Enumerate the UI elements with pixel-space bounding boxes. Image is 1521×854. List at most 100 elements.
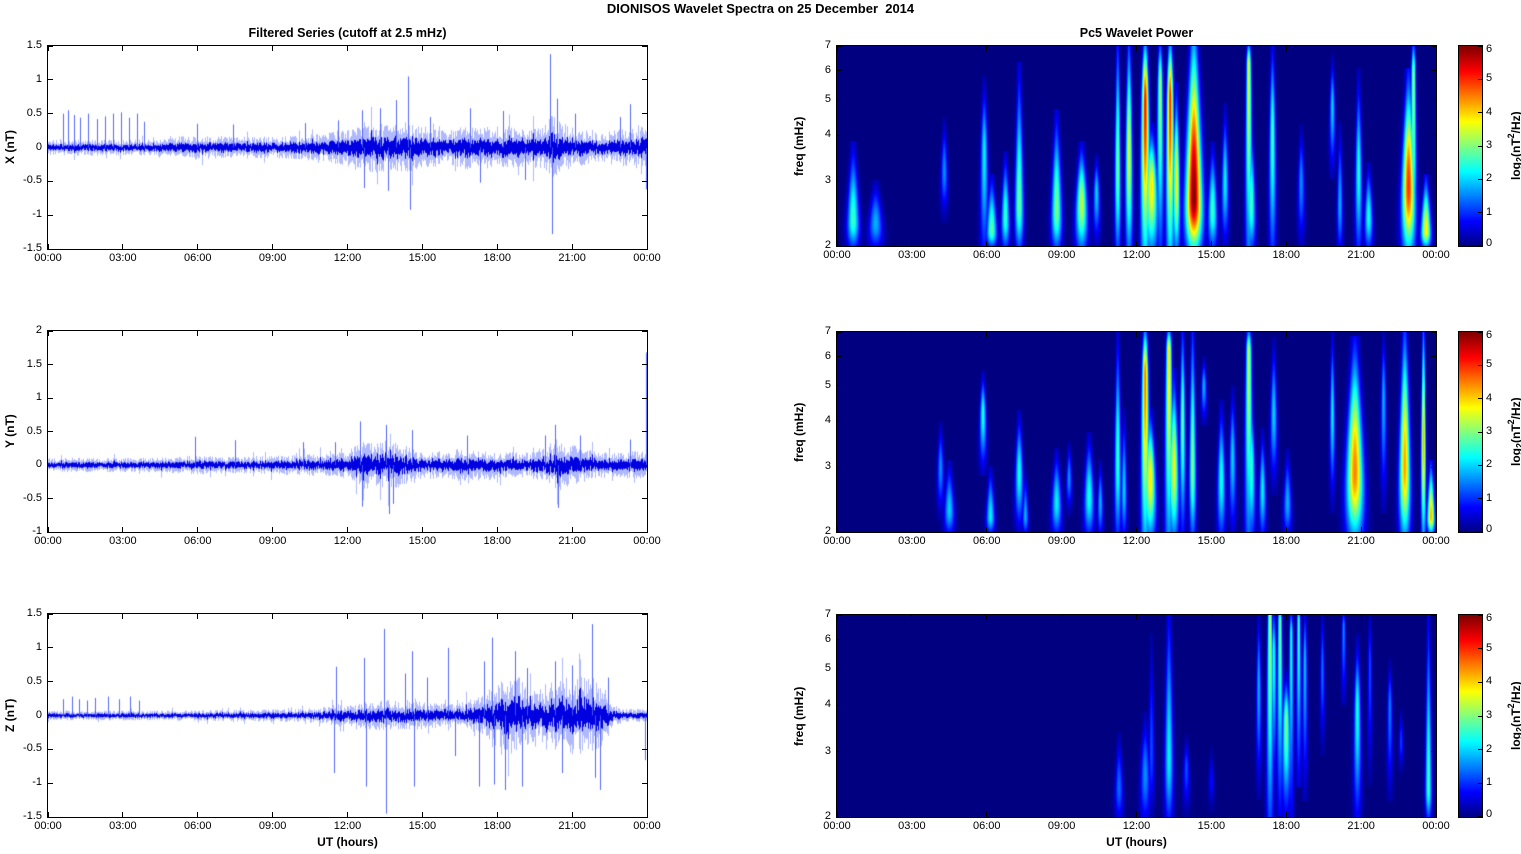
y-tick-label: -0.5 [23,491,42,504]
x-tick-label: 09:00 [1047,820,1076,832]
x-tick-mark [836,812,838,817]
x-tick-mark [421,46,423,51]
colorbar-tick-mark [1478,245,1482,246]
y-tick-mark [642,147,647,148]
x-tick-label: 00:00 [633,252,661,264]
y-tick-mark [642,397,647,399]
x-tick-label: 00:00 [34,535,62,547]
y-tick-mark [837,99,842,101]
y-tick-label: 4 [824,128,831,141]
x-tick-mark [1061,615,1063,620]
x-tick-mark [1360,332,1362,337]
y-tick-label: 4 [824,414,831,427]
x-tick-mark [1360,527,1362,532]
x-tick-mark [1136,332,1137,337]
right-x-axis-label: UT (hours) [1106,835,1167,849]
x-tick-mark [197,46,199,51]
y-tick-mark [1431,466,1436,468]
z-filtered-series-panel: Z (nT) 00:00 03:00 06:00 09:00 12:00 15:00 18:… [3,607,661,832]
y-series-plot [48,331,647,532]
y-tick-mark [48,397,53,399]
colorbar-tick-label: 4 [1486,391,1493,404]
x-tick-mark [986,332,988,337]
x-tick-label: 21:00 [1347,535,1375,547]
x-tick-mark [646,527,648,532]
x-tick-label: 18:00 [1272,535,1301,547]
x-tick-mark [1435,241,1437,246]
y-tick-label: 4 [824,698,831,711]
y-tick-label: 3 [824,744,831,757]
y-wavelet-ylabel: freq (mHz) [792,402,806,462]
x-tick-mark [1136,46,1137,51]
x-tick-mark [47,46,49,51]
colorbar-tick-mark [1478,715,1482,717]
x-tick-mark [836,46,838,51]
x-wavelet-colorbar: log2(nT2/Hz) 0 1 2 3 4 5 6 [1458,43,1521,249]
x-tick-mark [836,332,838,337]
x-tick-label: 18:00 [1272,820,1301,832]
colorbar-tick-label: 0 [1486,237,1493,249]
y-tick-mark [837,704,842,706]
y-tick-mark [48,45,53,47]
x-tick-mark [646,812,648,817]
colorbar-tick-mark [1478,46,1482,47]
x-tick-label: 00:00 [823,535,851,547]
x-tick-label: 12:00 [333,820,362,832]
x-tick-label: 12:00 [333,252,362,264]
y-tick-mark [837,668,842,670]
x-tick-mark [986,812,988,817]
y-tick-label: -1.5 [23,810,42,822]
x-tick-mark [347,812,348,817]
x-tick-mark [122,244,124,249]
colorbar-tick-label: 3 [1486,425,1493,437]
y-tick-label: 1.5 [26,607,42,619]
z-wavelet-heatmap [837,615,1436,817]
x-tick-mark [272,244,274,249]
x-tick-mark [496,812,498,817]
x-tick-mark [347,244,348,249]
x-tick-mark [496,527,498,532]
x-tick-mark [1285,332,1287,337]
x-tick-mark [272,527,274,532]
y-tick-mark [1431,420,1436,422]
x-tick-mark [1285,241,1287,246]
y-tick-mark [48,748,53,750]
y-tick-mark [837,466,842,468]
y-tick-label: 7 [824,325,831,337]
y-tick-mark [1431,99,1436,101]
colorbar-tick-mark [1478,816,1482,817]
colorbar-tick-mark [1478,681,1482,683]
y-tick-mark [642,45,647,47]
x-tick-mark [122,614,124,619]
y-tick-mark [48,681,53,683]
y-tick-mark [837,356,842,358]
x-tick-mark [1136,527,1137,532]
y-tick-mark [837,331,842,333]
x-tick-label: 18:00 [1272,249,1301,261]
x-tick-mark [571,527,573,532]
x-tick-mark [496,244,498,249]
figure-title: DIONISOS Wavelet Spectra on 25 December … [606,1,915,16]
x-tick-mark [122,46,124,51]
y-tick-label: 2 [824,239,831,251]
x-tick-mark [347,614,348,619]
x-tick-label: 15:00 [408,535,437,547]
y-tick-mark [48,79,53,81]
colorbar-tick-label: 6 [1486,43,1493,55]
y-tick-mark [837,751,842,753]
y-tick-mark [837,180,842,182]
colorbar-gradient [1459,332,1482,532]
y-tick-mark [837,816,842,818]
x-tick-mark [571,812,573,817]
y-tick-mark [642,214,647,216]
x-tick-mark [347,331,348,336]
x-tick-mark [986,46,988,51]
x-tick-mark [911,615,913,620]
y-tick-mark [48,464,53,466]
y-tick-mark [642,748,647,750]
y-tick-label: -1 [32,525,42,537]
x-tick-mark [47,812,49,817]
y-tick-mark [1431,180,1436,182]
y-tick-label: 6 [824,63,831,76]
